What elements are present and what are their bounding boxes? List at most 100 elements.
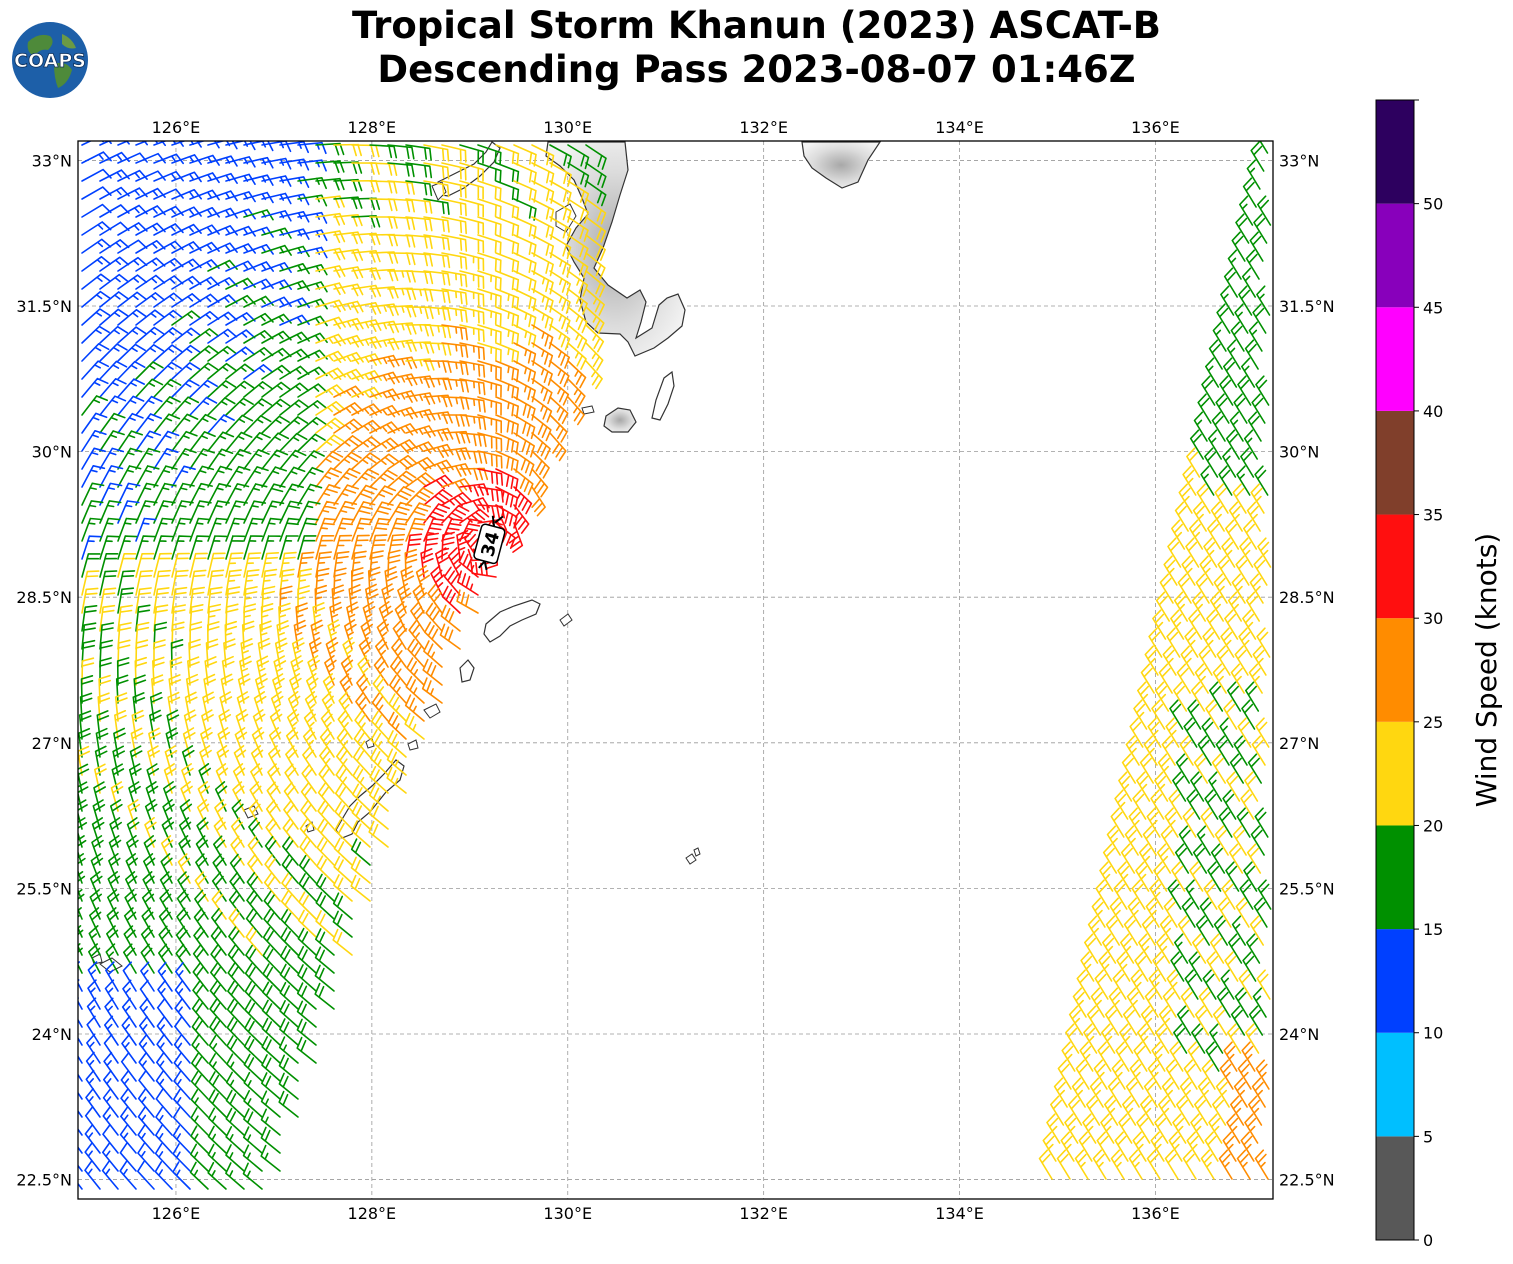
wind-barb	[243, 364, 274, 380]
wind-barb	[250, 745, 264, 776]
wind-barb	[1230, 321, 1245, 352]
wind-barb	[351, 801, 371, 830]
wind-barb	[405, 502, 431, 524]
wind-barb	[189, 413, 217, 434]
wind-barb	[1125, 735, 1140, 766]
wind-barb	[1248, 321, 1263, 352]
wind-barb	[351, 550, 367, 578]
wind-barb	[243, 1090, 263, 1118]
wind-barb	[192, 944, 209, 974]
kyushu-land	[545, 141, 686, 357]
wind-barb	[1255, 1059, 1270, 1090]
wind-barb	[112, 745, 125, 776]
wind-barb	[138, 1052, 155, 1082]
wind-barb	[549, 162, 572, 187]
wind-barb	[78, 1146, 83, 1154]
wind-barb	[1238, 627, 1253, 658]
wind-barb	[263, 908, 281, 938]
wind-barb	[513, 450, 535, 477]
wind-barb	[1231, 915, 1246, 946]
wind-barb	[1223, 699, 1238, 730]
wind-barb	[1131, 879, 1146, 910]
wind-barb	[1202, 969, 1217, 1000]
wind-barb	[89, 907, 102, 938]
wind-barb	[1181, 555, 1196, 586]
wind-barb	[1221, 537, 1236, 568]
wind-barb	[102, 1142, 119, 1172]
wind-barb	[135, 517, 157, 542]
wind-barb	[1188, 951, 1203, 982]
colorbar-tick-label: 50	[1423, 195, 1443, 214]
wind-barb	[207, 242, 238, 254]
wind-barb	[405, 517, 428, 542]
wind-barb	[1219, 1059, 1234, 1090]
wind-barb	[171, 379, 200, 398]
wind-barb	[117, 274, 148, 290]
wind-barb	[1112, 969, 1127, 1000]
wind-barb	[132, 692, 146, 722]
yoron-island	[407, 739, 419, 751]
wind-barb	[369, 421, 400, 434]
wind-barb	[278, 1090, 299, 1118]
wind-barb	[459, 234, 485, 254]
wind-barb	[81, 151, 112, 164]
wind-barb	[1227, 591, 1242, 622]
wind-barb	[261, 1054, 281, 1082]
wind-barb	[172, 1125, 191, 1154]
wind-barb	[119, 1160, 137, 1190]
wind-barb	[352, 783, 371, 812]
wind-barb	[1160, 825, 1175, 856]
wind-barb	[1154, 1113, 1169, 1144]
wind-barb	[1225, 861, 1240, 892]
wind-barb	[387, 162, 415, 178]
wind-barb	[405, 144, 432, 161]
wind-barb	[1152, 951, 1167, 982]
wind-barb	[405, 441, 436, 454]
wind-barb	[189, 535, 210, 560]
wind-barb	[1086, 1095, 1101, 1126]
wind-barb	[207, 1143, 227, 1172]
wind-barb	[459, 198, 484, 218]
wind-barb	[1173, 591, 1188, 622]
wind-barb	[263, 872, 281, 902]
wind-barb	[227, 980, 245, 1010]
wind-barb	[1232, 483, 1247, 514]
wind-barb	[1102, 843, 1118, 874]
wind-barb	[549, 198, 572, 223]
wind-barb	[1220, 969, 1235, 1000]
wind-barb	[207, 328, 238, 344]
wind-barb	[117, 378, 145, 398]
wind-barb	[333, 351, 364, 365]
wind-barb	[1227, 681, 1242, 712]
wind-barb	[297, 332, 328, 344]
wind-barb	[384, 566, 398, 596]
wind-barb	[333, 248, 364, 262]
wind-barb	[99, 360, 128, 380]
wind-barb	[477, 162, 502, 183]
wind-barb	[531, 162, 555, 186]
wind-barb	[208, 1035, 227, 1064]
wind-barb	[120, 1106, 137, 1136]
wind-barb	[243, 347, 274, 362]
wind-barb	[117, 169, 148, 182]
wind-barb	[495, 162, 520, 184]
wind-barb	[81, 308, 111, 326]
wind-barb	[225, 243, 256, 254]
wind-barb	[459, 144, 484, 164]
wind-barb	[316, 837, 335, 866]
wind-barb	[334, 782, 353, 812]
wind-barb	[425, 602, 443, 632]
wind-barb	[1238, 969, 1253, 1000]
wind-barb	[1242, 609, 1257, 640]
wind-barb	[84, 1160, 101, 1190]
wind-barb	[1215, 1077, 1230, 1108]
wind-barb	[304, 691, 318, 722]
wind-barb	[78, 979, 83, 1010]
wind-barb	[329, 601, 343, 632]
chart-title: Tropical Storm Khanun (2023) ASCAT-B Des…	[0, 4, 1513, 92]
wind-barb	[297, 400, 328, 416]
wind-barb	[1236, 465, 1251, 496]
wind-barb	[1192, 843, 1208, 874]
wind-barb	[1183, 1059, 1198, 1090]
wind-barb	[1114, 789, 1129, 820]
